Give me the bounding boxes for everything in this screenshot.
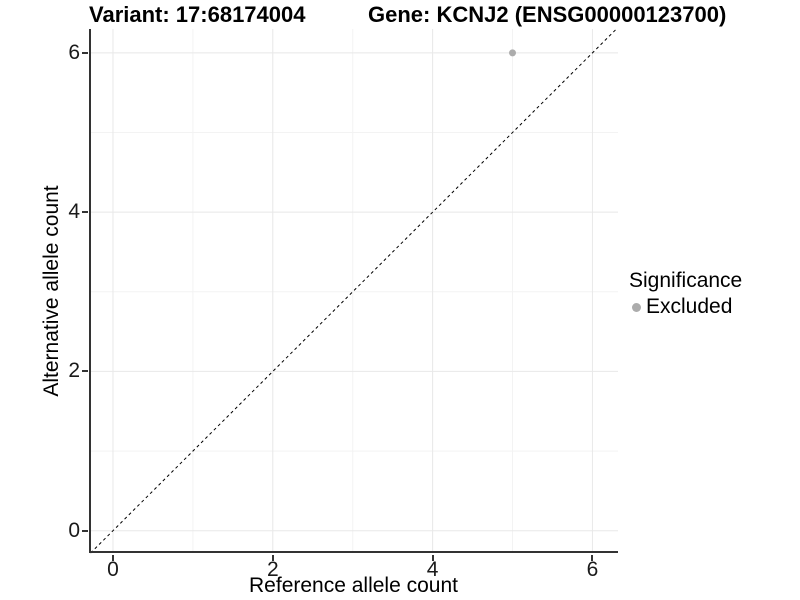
legend-point-swatch-icon bbox=[632, 302, 641, 312]
legend-entry-excluded: Excluded bbox=[632, 294, 742, 320]
y-axis-tick bbox=[82, 529, 88, 532]
x-axis-tick bbox=[111, 555, 114, 561]
legend-entry-label: Excluded bbox=[646, 295, 733, 318]
y-axis-tick bbox=[82, 51, 88, 54]
identity-reference-line bbox=[90, 28, 617, 554]
x-axis-tick bbox=[431, 555, 434, 561]
plot-panel bbox=[89, 28, 618, 554]
x-axis-tick bbox=[271, 555, 274, 561]
data-point-excluded bbox=[509, 49, 517, 57]
y-axis-tick bbox=[82, 211, 88, 214]
x-axis-title: Reference allele count bbox=[249, 574, 458, 597]
y-axis-tick-label: 6 bbox=[68, 40, 80, 64]
legend: Significance Excluded bbox=[629, 268, 742, 320]
y-axis-tick-label: 0 bbox=[68, 518, 80, 542]
y-axis-tick bbox=[82, 370, 88, 373]
plot-title-variant: Variant: 17:68174004 bbox=[89, 2, 306, 27]
x-axis-tick bbox=[591, 555, 594, 561]
plot-canvas bbox=[89, 28, 618, 554]
legend-title: Significance bbox=[629, 269, 743, 292]
y-axis-title: Alternative allele count bbox=[40, 185, 63, 397]
plot-title-gene: Gene: KCNJ2 (ENSG00000123700) bbox=[368, 2, 727, 27]
